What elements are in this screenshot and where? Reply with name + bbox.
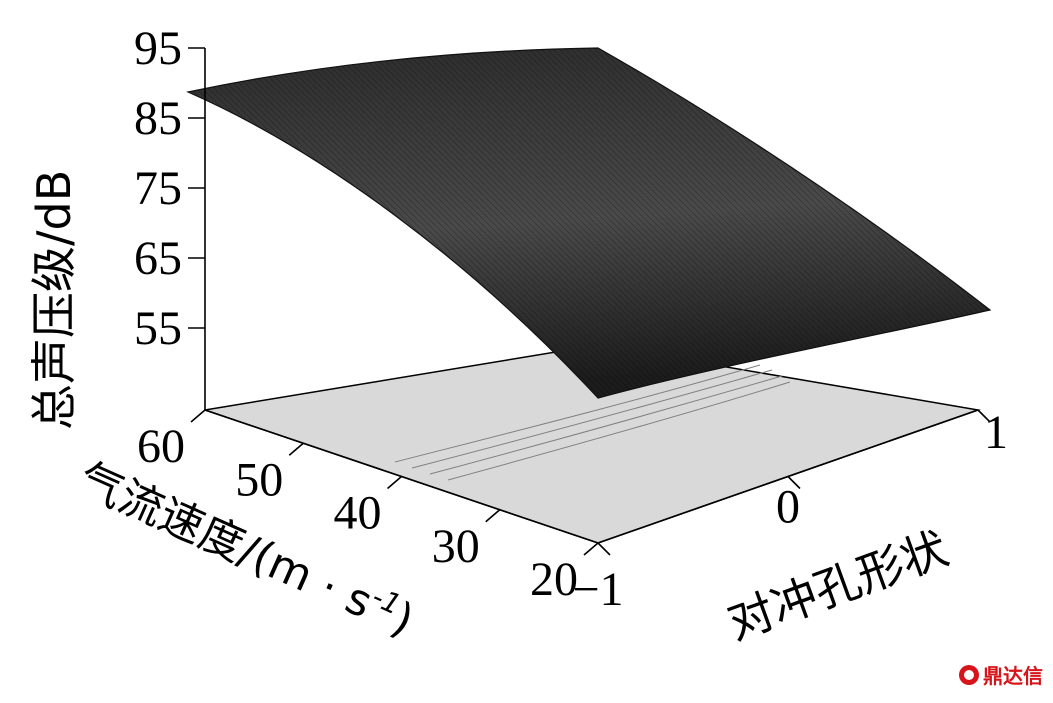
z-axis-title: 总声压级/dB — [27, 170, 81, 430]
watermark-text: 鼎达信 — [983, 664, 1043, 688]
y-tick-mark — [597, 542, 611, 556]
z-tick-label: 65 — [134, 232, 182, 285]
y-tick-mark — [787, 475, 801, 490]
logo-icon — [959, 664, 979, 685]
y-tick-label: 1 — [984, 406, 1008, 459]
x-tick-mark — [288, 442, 304, 456]
y-tick-label: 0 — [776, 481, 800, 534]
x-tick-mark — [583, 542, 599, 556]
z-tick-label: 95 — [134, 22, 182, 75]
x-tick-mark — [190, 409, 206, 423]
x-axis-ticks: 60 50 40 30 20 — [137, 409, 599, 606]
z-axis-ticks: 95 85 75 65 55 — [134, 22, 205, 355]
x-tick-label: 40 — [334, 487, 382, 540]
x-tick-label: 60 — [137, 420, 185, 473]
x-tick-mark — [485, 509, 501, 523]
x-axis-title-main: 气流速度/(m · s — [71, 453, 380, 628]
floor-contours — [394, 364, 791, 481]
x-tick-mark — [386, 475, 403, 490]
z-tick-label: 75 — [134, 162, 182, 215]
z-tick-label: 85 — [134, 92, 182, 145]
x-tick-label: 30 — [432, 520, 480, 573]
z-tick-label: 55 — [134, 302, 182, 355]
y-axis-title: 对冲孔形状 — [720, 521, 955, 650]
surface-mesh — [188, 48, 990, 398]
y-tick-label: −1 — [572, 563, 623, 616]
y-axis-ticks: −1 0 1 — [572, 406, 1008, 616]
y-tick-mark — [977, 409, 991, 423]
x-tick-label: 20 — [530, 553, 578, 606]
x-tick-label: 50 — [235, 453, 283, 506]
watermark-logo: 鼎达信 — [959, 660, 1043, 689]
